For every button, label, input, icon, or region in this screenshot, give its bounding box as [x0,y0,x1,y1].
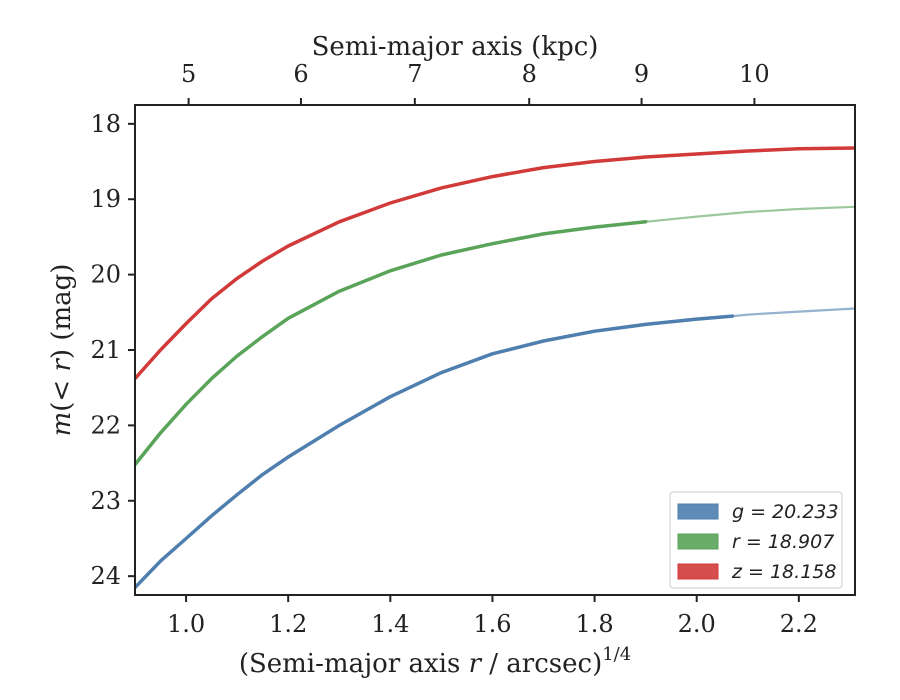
legend-label: g = 20.233 [732,501,839,523]
x-tick-label: 1.8 [575,610,613,638]
x-axis-title-prefix: (Semi-major axis [239,649,469,679]
y-tick-label: 20 [90,261,121,289]
x-axis-title-superscript: 1/4 [602,644,631,665]
legend: g = 20.233 r = 18.907 z = 18.158 [669,491,843,589]
legend-label: r = 18.907 [732,531,834,553]
legend-swatch [677,503,719,520]
series-line-extension [644,205,855,223]
x-tick-label: 1.6 [473,610,511,638]
y-axis-title: m(< r) (mag) [47,264,77,437]
x-tick-label: 2.0 [678,610,716,638]
y-tick-label: 21 [90,336,121,364]
x-axis-title-suffix: / arcsec) [481,649,602,679]
series-line [135,220,648,467]
top-tick-label: 7 [407,60,422,88]
legend-swatch [677,533,719,550]
x-tick-label: 2.2 [780,610,818,638]
y-tick-label: 23 [90,487,121,515]
x-tick-label: 1.0 [167,610,205,638]
axes-layer: 1.0 1.2 1.4 1.6 1.8 2.0 2.2 18 19 20 21 22 23 24 5 6 7 8 9… [90,60,817,638]
top-tick-label: 5 [181,60,196,88]
series-layer [135,146,855,590]
legend-swatch [677,563,719,580]
y-axis-title-suffix: ) (mag) [47,264,77,360]
y-axis-title-var: < r [47,358,77,402]
x-tick-label: 1.2 [269,610,307,638]
x-axis-title-var: r [469,649,483,679]
series-line [135,146,855,381]
top-tick-label: 8 [522,60,537,88]
top-tick-label: 9 [634,60,649,88]
y-tick-label: 22 [90,411,121,439]
y-tick-label: 18 [90,110,121,138]
top-axis-title: Semi-major axis (kpc) [312,32,599,62]
y-axis-title-open: ( [47,402,77,412]
y-axis-title-m: m [47,412,77,437]
x-tick-label: 1.4 [371,610,409,638]
legend-label: z = 18.158 [731,561,836,583]
x-axis-title: (Semi-major axis r / arcsec)1/4 [239,644,631,679]
top-tick-label: 6 [293,60,308,88]
series-line-extension [731,307,855,318]
y-tick-label: 24 [90,562,121,590]
y-tick-label: 19 [90,185,121,213]
top-tick-label: 10 [739,60,770,88]
series-line [135,314,735,590]
